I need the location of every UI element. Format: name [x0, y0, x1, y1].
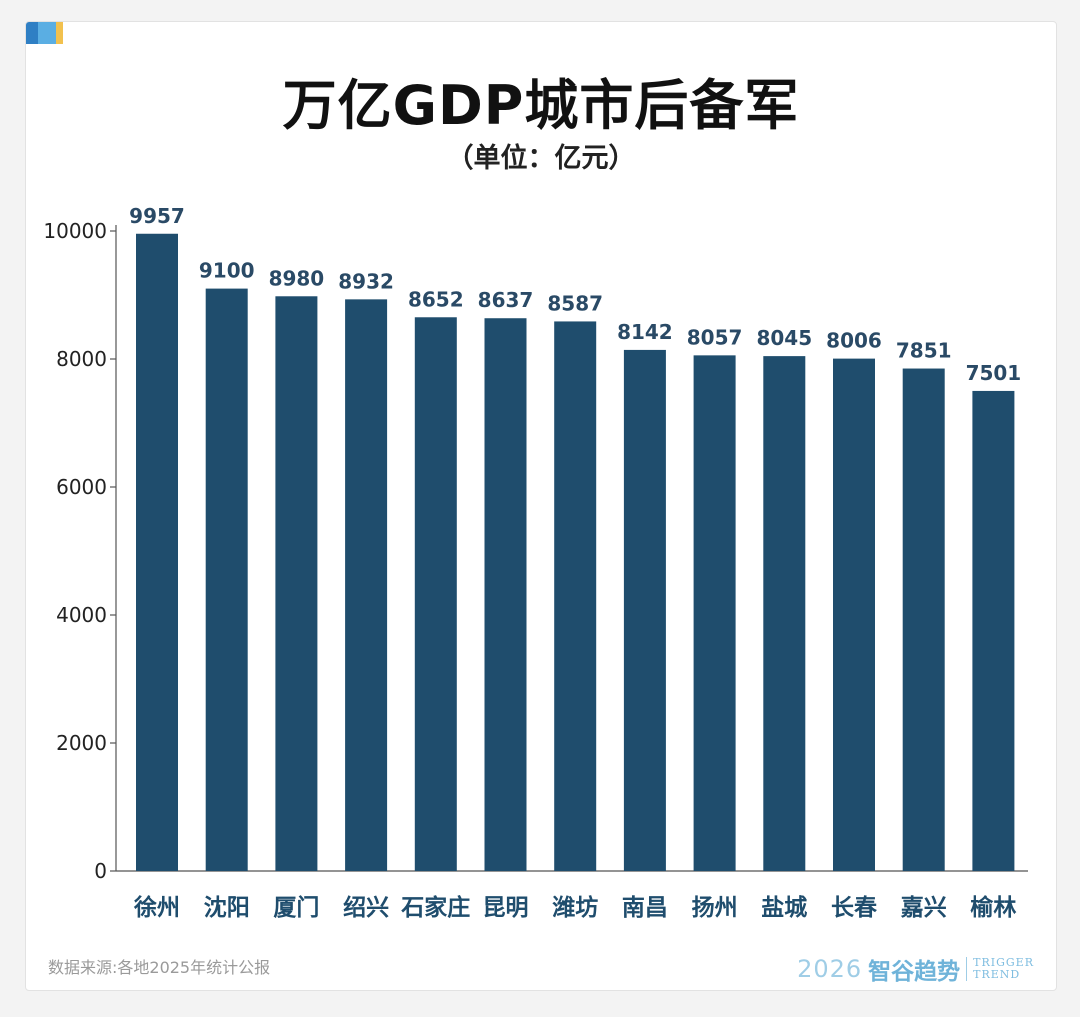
category-label: 沈阳 — [204, 895, 250, 921]
bar — [136, 233, 178, 871]
y-tick-label: 10000 — [43, 219, 107, 243]
corner-mark-blue — [26, 22, 38, 44]
data-source-note: 数据来源:各地2025年统计公报 — [48, 958, 271, 977]
bar — [484, 318, 527, 871]
bar-value-label: 8980 — [269, 266, 325, 290]
category-label: 徐州 — [133, 894, 180, 921]
category-label: 盐城 — [761, 894, 807, 921]
bar-value-label: 8652 — [408, 287, 464, 311]
chart-title: 万亿GDP城市后备军 — [282, 74, 800, 137]
bar — [275, 296, 318, 871]
category-label: 石家庄 — [400, 894, 470, 921]
category-label: 绍兴 — [343, 894, 389, 921]
bar — [623, 349, 666, 871]
bar — [345, 299, 388, 871]
corner-logo-mark — [26, 22, 63, 44]
bar-chart: 0 2000 4000 6000 8000 10000 9957 徐州 9100 沈阳 8980 厦门… — [43, 204, 1028, 921]
bar — [902, 368, 945, 871]
chart-subtitle: （单位：亿元） — [446, 143, 636, 174]
bar-value-label: 7851 — [896, 339, 952, 363]
bar — [972, 390, 1015, 871]
bar — [205, 288, 248, 872]
y-tick-label: 6000 — [56, 475, 107, 499]
category-label: 扬州 — [692, 894, 738, 921]
brand-year: 2026 — [797, 955, 863, 983]
brand-english-line1: TRIGGER — [973, 956, 1034, 969]
brand-english: TRIGGER TREND — [973, 957, 1034, 981]
bar-value-label: 9957 — [129, 204, 185, 228]
bar-value-label: 8006 — [826, 329, 882, 353]
bar-value-label: 8142 — [617, 320, 673, 344]
brand-logo: 2026 智谷趋势 TRIGGER TREND — [797, 952, 1034, 986]
bar-value-label: 8932 — [338, 269, 394, 293]
y-tick-label: 8000 — [56, 347, 107, 371]
y-tick-label: 4000 — [56, 603, 107, 627]
bar — [833, 358, 875, 872]
bar-value-label: 8587 — [547, 291, 603, 315]
bar-value-label: 8045 — [756, 326, 812, 350]
category-label: 厦门 — [273, 894, 319, 921]
y-tick-label: 2000 — [56, 731, 107, 755]
bar-value-label: 9100 — [199, 259, 255, 283]
category-label: 南昌 — [622, 895, 668, 921]
bar-value-label: 7501 — [966, 361, 1022, 385]
corner-mark-yellow — [56, 22, 63, 44]
brand-english-line2: TREND — [973, 968, 1021, 981]
y-tick-label: 0 — [94, 859, 107, 883]
category-label: 昆明 — [483, 895, 529, 921]
brand-divider — [966, 957, 968, 981]
chart-card: 万亿GDP城市后备军 （单位：亿元） 0 2000 4000 6000 8000 1000… — [25, 21, 1057, 991]
corner-mark-lightblue — [38, 22, 56, 44]
category-label: 嘉兴 — [901, 895, 947, 921]
bar — [554, 321, 597, 871]
bar — [763, 356, 806, 871]
category-label: 潍坊 — [552, 894, 598, 921]
brand-name: 智谷趋势 — [868, 958, 961, 985]
bar-value-label: 8637 — [478, 288, 534, 312]
category-label: 榆林 — [970, 894, 1016, 921]
category-label: 长春 — [831, 895, 878, 921]
bar — [414, 317, 457, 872]
bar — [693, 355, 736, 871]
bar-value-label: 8057 — [687, 325, 743, 349]
